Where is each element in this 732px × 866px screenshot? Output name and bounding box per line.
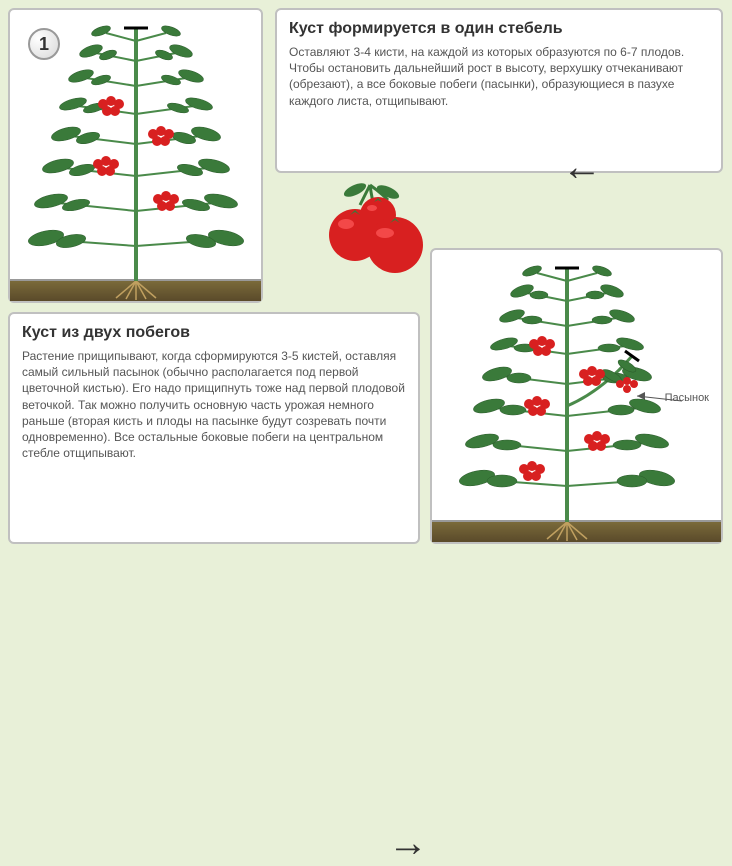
section-2-title: Куст из двух побегов bbox=[22, 324, 406, 342]
plant-panel-1: 1 bbox=[8, 8, 263, 303]
arrow-left-icon: ← bbox=[562, 145, 602, 190]
section-2-body: Растение прищипывают, когда сформируются… bbox=[22, 348, 406, 461]
arrow-right-icon: → bbox=[388, 821, 428, 866]
text-panel-1: Куст формируется в один стебель Оставляю… bbox=[275, 8, 723, 173]
section-1-title: Куст формируется в один стебель bbox=[289, 20, 709, 38]
badge-1-text: 1 bbox=[39, 34, 49, 55]
number-badge-1: 1 bbox=[28, 28, 60, 60]
plant-2-svg bbox=[437, 246, 717, 542]
section-1-body: Оставляют 3-4 кисти, на каждой из которы… bbox=[289, 44, 709, 109]
text-panel-2: Куст из двух побегов Растение прищипываю… bbox=[8, 312, 420, 544]
tomato-cluster-icon bbox=[310, 180, 430, 280]
plant-panel-2: 2 Пасынок bbox=[430, 248, 723, 544]
